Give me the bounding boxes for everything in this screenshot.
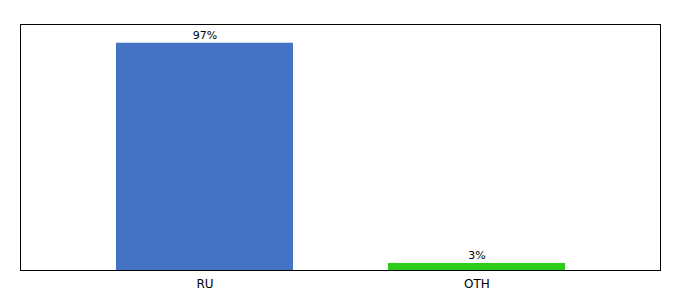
svg-text:97%: 97% (193, 29, 217, 42)
svg-text:RU: RU (196, 277, 213, 291)
svg-text:OTH: OTH (464, 277, 490, 291)
svg-text:3%: 3% (468, 249, 485, 262)
